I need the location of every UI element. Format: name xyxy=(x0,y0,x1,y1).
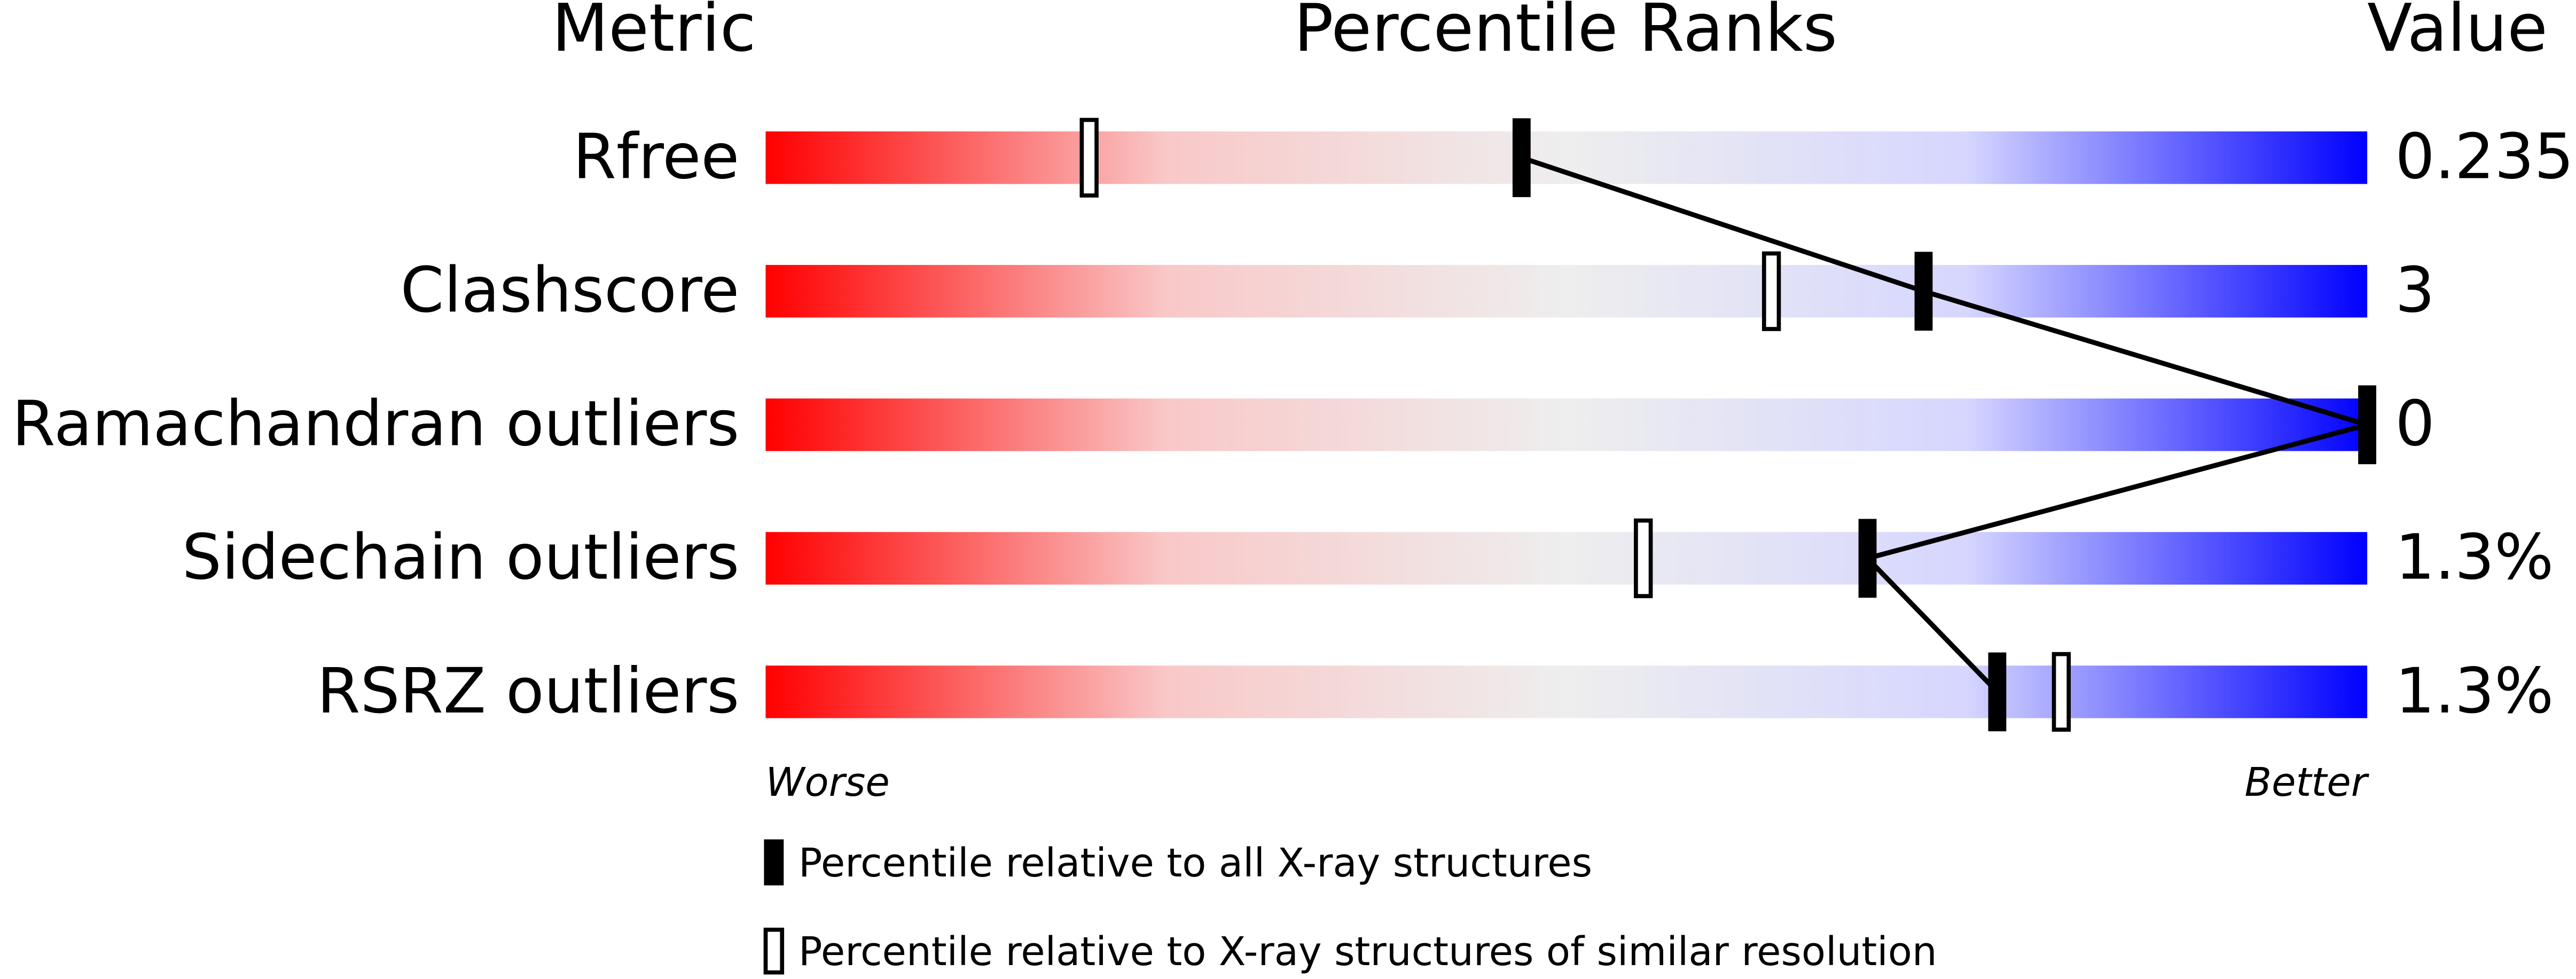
marker-filled xyxy=(1914,252,1933,331)
percentile-bar xyxy=(765,265,2368,318)
marker-filled xyxy=(1988,652,2007,732)
metric-value: 1.3% xyxy=(2395,521,2554,594)
marker-filled xyxy=(1512,118,1531,198)
metric-label: Ramachandran outliers xyxy=(12,388,739,460)
marker-open xyxy=(1761,251,1781,331)
metric-label: Rfree xyxy=(573,121,740,193)
marker-filled xyxy=(2358,385,2377,465)
marker-open xyxy=(1634,518,1653,598)
metric-label: Clashscore xyxy=(401,254,740,327)
marker-open xyxy=(2052,652,2071,732)
metric-header: Metric xyxy=(552,0,756,67)
metric-value: 1.3% xyxy=(2395,655,2554,727)
legend-swatch xyxy=(763,927,785,975)
marker-open xyxy=(1079,118,1099,198)
legend-label: Percentile relative to all X-ray structu… xyxy=(798,840,1592,886)
legend-label: Percentile relative to X-ray structures … xyxy=(798,929,1937,975)
metric-label: RSRZ outliers xyxy=(317,655,739,727)
percentile-bar xyxy=(765,131,2368,184)
ranks-header: Percentile Ranks xyxy=(1294,0,1837,67)
percentile-bar xyxy=(765,398,2368,451)
marker-filled xyxy=(1858,519,1877,598)
better-label: Better xyxy=(2244,759,2369,805)
value-header: Value xyxy=(2367,0,2548,67)
metric-label: Sidechain outliers xyxy=(182,521,739,594)
metric-value: 0 xyxy=(2395,388,2434,460)
percentile-bar xyxy=(765,532,2368,585)
percentile-bar xyxy=(765,665,2368,718)
legend-swatch xyxy=(764,839,784,886)
worse-label: Worse xyxy=(765,759,889,805)
metric-value: 0.235 xyxy=(2395,121,2574,193)
metric-value: 3 xyxy=(2395,254,2434,327)
